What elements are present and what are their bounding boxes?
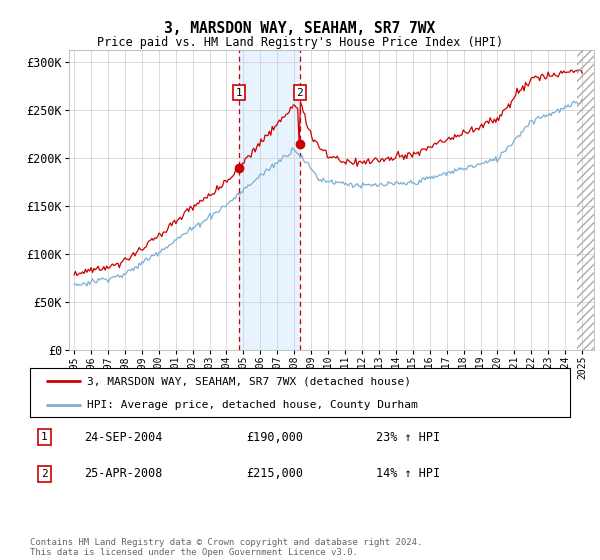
Text: 3, MARSDON WAY, SEAHAM, SR7 7WX (detached house): 3, MARSDON WAY, SEAHAM, SR7 7WX (detache…: [86, 376, 410, 386]
Text: 25-APR-2008: 25-APR-2008: [84, 467, 163, 480]
Text: 1: 1: [235, 88, 242, 97]
Text: 23% ↑ HPI: 23% ↑ HPI: [376, 431, 440, 444]
Text: 24-SEP-2004: 24-SEP-2004: [84, 431, 163, 444]
Text: 14% ↑ HPI: 14% ↑ HPI: [376, 467, 440, 480]
Text: £190,000: £190,000: [246, 431, 303, 444]
Text: Price paid vs. HM Land Registry's House Price Index (HPI): Price paid vs. HM Land Registry's House …: [97, 36, 503, 49]
Text: 1: 1: [41, 432, 47, 442]
Text: Contains HM Land Registry data © Crown copyright and database right 2024.
This d: Contains HM Land Registry data © Crown c…: [30, 538, 422, 557]
Bar: [577, 50, 598, 350]
Text: HPI: Average price, detached house, County Durham: HPI: Average price, detached house, Coun…: [86, 400, 418, 410]
Text: £215,000: £215,000: [246, 467, 303, 480]
Bar: [239, 50, 299, 350]
Text: 3, MARSDON WAY, SEAHAM, SR7 7WX: 3, MARSDON WAY, SEAHAM, SR7 7WX: [164, 21, 436, 36]
Text: 2: 2: [41, 469, 47, 479]
Text: 2: 2: [296, 88, 303, 97]
